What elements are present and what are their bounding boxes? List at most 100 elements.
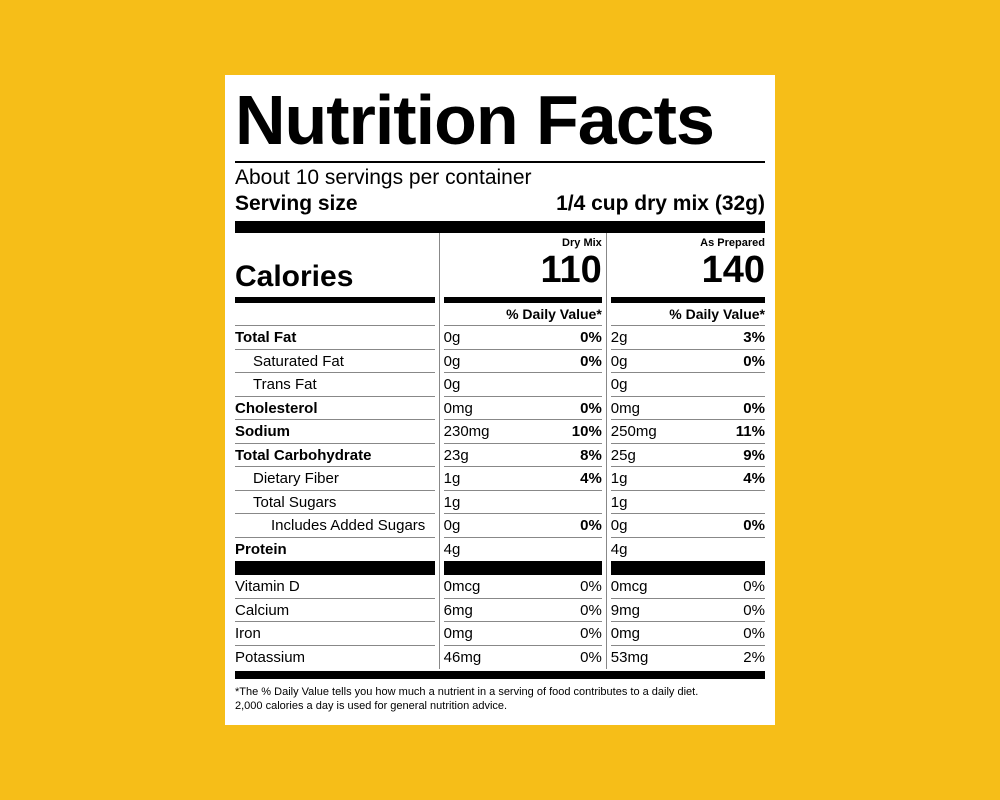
nutrition-table: Calories Total Fat Saturated Fat Trans Fat… <box>235 233 765 669</box>
dry-value-row: 0mg 0% <box>443 622 602 646</box>
dry-mix-column: Dry Mix 110 % Daily Value* 0g 0% 0g 0% 0g 0mg… <box>438 233 602 669</box>
footnote-line-2: 2,000 calories a day is used for general… <box>235 700 508 712</box>
dry-calories-bar <box>443 297 602 303</box>
nutrient-name: Total Carbohydrate <box>235 446 372 464</box>
prep-dv-header: % Daily Value* <box>610 303 765 326</box>
nutrient-name: Iron <box>235 625 261 642</box>
dry-value-row: 23g 8% <box>443 444 602 467</box>
nutrient-row: Potassium <box>235 646 435 670</box>
dry-mix-calories: 110 <box>540 249 602 291</box>
nutrient-name-column: Calories Total Fat Saturated Fat Trans Fat… <box>235 233 435 669</box>
nutrient-row: Total Fat <box>235 326 435 350</box>
calories-label-cell: Calories <box>235 233 435 297</box>
prep-amount: 1g <box>610 470 628 487</box>
prep-daily-value: 4% <box>743 470 765 487</box>
dry-daily-value: 0% <box>580 399 602 417</box>
dry-amount: 6mg <box>443 601 473 619</box>
calories-label: Calories <box>235 260 354 293</box>
prep-amount: 25g <box>610 446 636 464</box>
prep-value-row: 1g 4% <box>610 467 765 491</box>
dry-value-row: 1g <box>443 491 602 514</box>
as-prepared-header: As Prepared 140 <box>611 233 765 297</box>
thick-divider <box>235 221 765 233</box>
prep-daily-value: 11% <box>735 423 765 440</box>
prep-amount: 4g <box>610 540 628 558</box>
prep-value-row: 4g <box>611 538 765 562</box>
dry-daily-value: 0% <box>580 352 602 370</box>
nutrient-row: Sodium <box>235 420 435 444</box>
dry-amount: 0g <box>443 376 461 393</box>
prep-amount: 2g <box>610 329 628 346</box>
dry-amount: 46mg <box>443 648 482 666</box>
prep-daily-value: 0% <box>743 578 765 595</box>
prep-calories-bar <box>610 297 765 303</box>
dry-value-row: 0g 0% <box>443 514 602 538</box>
prep-amount: 53mg <box>610 648 649 666</box>
prep-micros-divider <box>610 561 765 575</box>
prep-daily-value: 0% <box>743 352 765 370</box>
nutrient-row: Iron <box>235 622 435 646</box>
nutrient-row: Dietary Fiber <box>235 467 435 491</box>
prep-amount: 0mcg <box>610 578 648 595</box>
dry-micros-divider <box>443 561 602 575</box>
dry-daily-value: 0% <box>580 329 602 346</box>
dry-value-row: 1g 4% <box>443 467 602 491</box>
prep-daily-value: 0% <box>743 601 765 619</box>
prep-value-row: 25g 9% <box>610 444 765 467</box>
title-divider <box>235 161 765 163</box>
dry-value-row: 6mg 0% <box>443 599 602 622</box>
micros-divider <box>235 561 435 575</box>
dry-daily-value: 0% <box>580 517 602 534</box>
dry-daily-value: 0% <box>580 601 602 619</box>
nutrient-name: Protein <box>235 540 287 558</box>
dry-amount: 0g <box>443 352 461 370</box>
prep-value-row: 250mg 11% <box>610 420 765 444</box>
footnote-line-1: *The % Daily Value tells you how much a … <box>235 686 699 698</box>
prep-value-row: 0g 0% <box>610 514 765 538</box>
nutrition-facts-label: Nutrition Facts About 10 servings per co… <box>225 75 775 725</box>
prep-amount: 0g <box>610 352 628 370</box>
nutrient-row: Saturated Fat <box>235 350 435 373</box>
dry-daily-value: 8% <box>580 446 602 464</box>
dry-amount: 1g <box>443 493 461 511</box>
as-prepared-calories: 140 <box>701 249 765 291</box>
dry-amount: 0g <box>443 329 461 346</box>
prep-daily-value: 9% <box>743 446 765 464</box>
dry-value-row: 4g <box>444 538 602 562</box>
prep-value-row: 0mg 0% <box>610 397 765 420</box>
dry-amount: 0g <box>443 517 461 534</box>
nutrient-row: Includes Added Sugars <box>235 514 435 538</box>
dry-amount: 0mg <box>443 399 473 417</box>
dry-amount: 1g <box>443 470 461 487</box>
serving-size-label: Serving size <box>235 192 358 215</box>
nutrient-name: Dietary Fiber <box>253 470 339 487</box>
dry-mix-label: Dry Mix <box>562 237 602 249</box>
dry-amount: 230mg <box>443 423 490 440</box>
label-title: Nutrition Facts <box>235 81 715 159</box>
prep-amount: 0mg <box>610 625 640 642</box>
as-prepared-column: As Prepared 140 % Daily Value* 2g 3% 0g 0% 0… <box>605 233 765 669</box>
footnote-divider <box>235 671 765 679</box>
prep-amount: 9mg <box>610 601 640 619</box>
dv-header-spacer <box>235 303 435 326</box>
prep-value-row: 1g <box>610 491 765 514</box>
prep-daily-value: 2% <box>743 648 765 666</box>
nutrient-name: Total Sugars <box>253 493 337 511</box>
nutrient-row: Protein <box>235 538 435 562</box>
dry-value-row: 0g 0% <box>443 350 602 373</box>
prep-daily-value: 0% <box>743 517 765 534</box>
nutrient-row: Trans Fat <box>235 373 435 397</box>
nutrient-row: Cholesterol <box>235 397 435 420</box>
dry-daily-value: 0% <box>580 648 602 666</box>
dry-value-row: 0mcg 0% <box>443 575 602 599</box>
dry-value-row: 0g <box>443 373 602 397</box>
prep-daily-value: 0% <box>743 399 765 417</box>
nutrient-row: Calcium <box>235 599 435 622</box>
serving-size-row: Serving size 1/4 cup dry mix (32g) <box>235 191 765 217</box>
nutrient-row: Vitamin D <box>235 575 435 599</box>
calories-bar <box>235 297 435 303</box>
nutrient-name: Trans Fat <box>253 376 317 393</box>
prep-value-row: 9mg 0% <box>610 599 765 622</box>
nutrient-name: Potassium <box>235 648 306 666</box>
dry-mix-header: Dry Mix 110 <box>444 233 602 297</box>
